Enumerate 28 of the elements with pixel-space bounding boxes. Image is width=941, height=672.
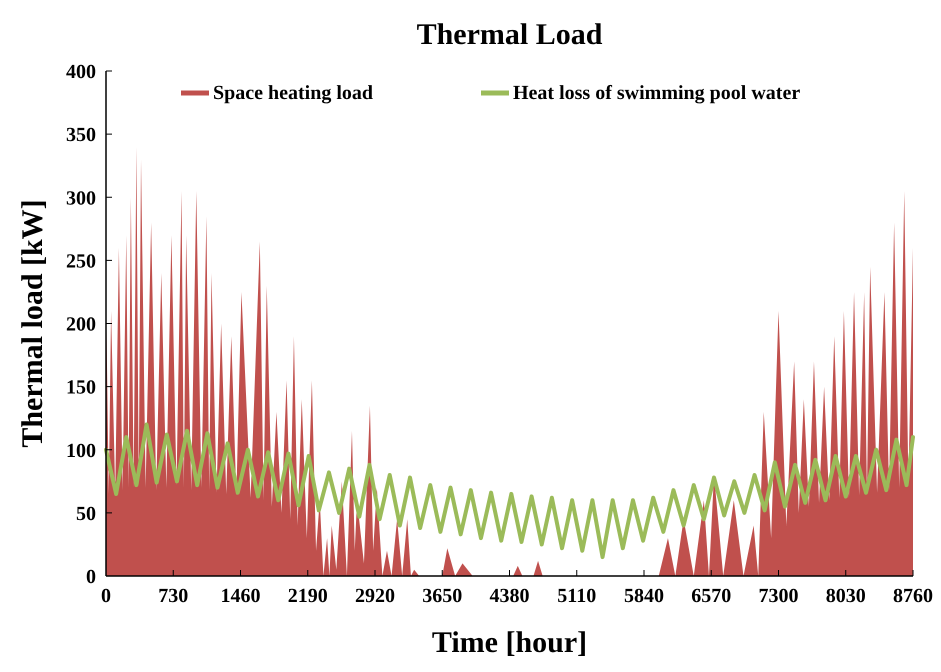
- x-tick-label: 7300: [758, 585, 798, 607]
- y-tick-label: 350: [66, 124, 96, 146]
- y-tick-label: 0: [86, 566, 96, 588]
- x-tick-label: 8030: [826, 585, 866, 607]
- y-axis-title: Thermal load [kW]: [16, 199, 49, 448]
- legend-label: Space heating load: [213, 82, 374, 104]
- x-tick-label: 0: [101, 585, 111, 607]
- x-tick-label: 5840: [624, 585, 664, 607]
- chart-title: Thermal Load: [416, 18, 603, 51]
- x-tick-label: 3650: [422, 585, 462, 607]
- y-tick-label: 300: [66, 187, 96, 210]
- y-tick-label: 400: [66, 61, 96, 83]
- x-tick-label: 730: [158, 585, 188, 607]
- y-tick-label: 150: [66, 376, 96, 399]
- x-tick-label: 2920: [355, 585, 395, 607]
- x-tick-label: 2190: [288, 585, 328, 607]
- x-tick-label: 8760: [893, 585, 933, 607]
- y-tick-label: 100: [66, 440, 96, 462]
- x-tick-label: 6570: [691, 585, 732, 607]
- legend-label: Heat loss of swimming pool water: [513, 82, 800, 104]
- x-tick-label: 4380: [490, 585, 530, 607]
- y-tick-label: 50: [76, 502, 96, 525]
- y-tick-label: 200: [66, 314, 96, 336]
- y-tick-label: 250: [66, 250, 96, 272]
- line-series: [104, 422, 915, 560]
- x-tick-label: 5110: [557, 585, 596, 607]
- x-axis-title: Time [hour]: [432, 626, 588, 659]
- x-tick-label: 1460: [220, 585, 260, 607]
